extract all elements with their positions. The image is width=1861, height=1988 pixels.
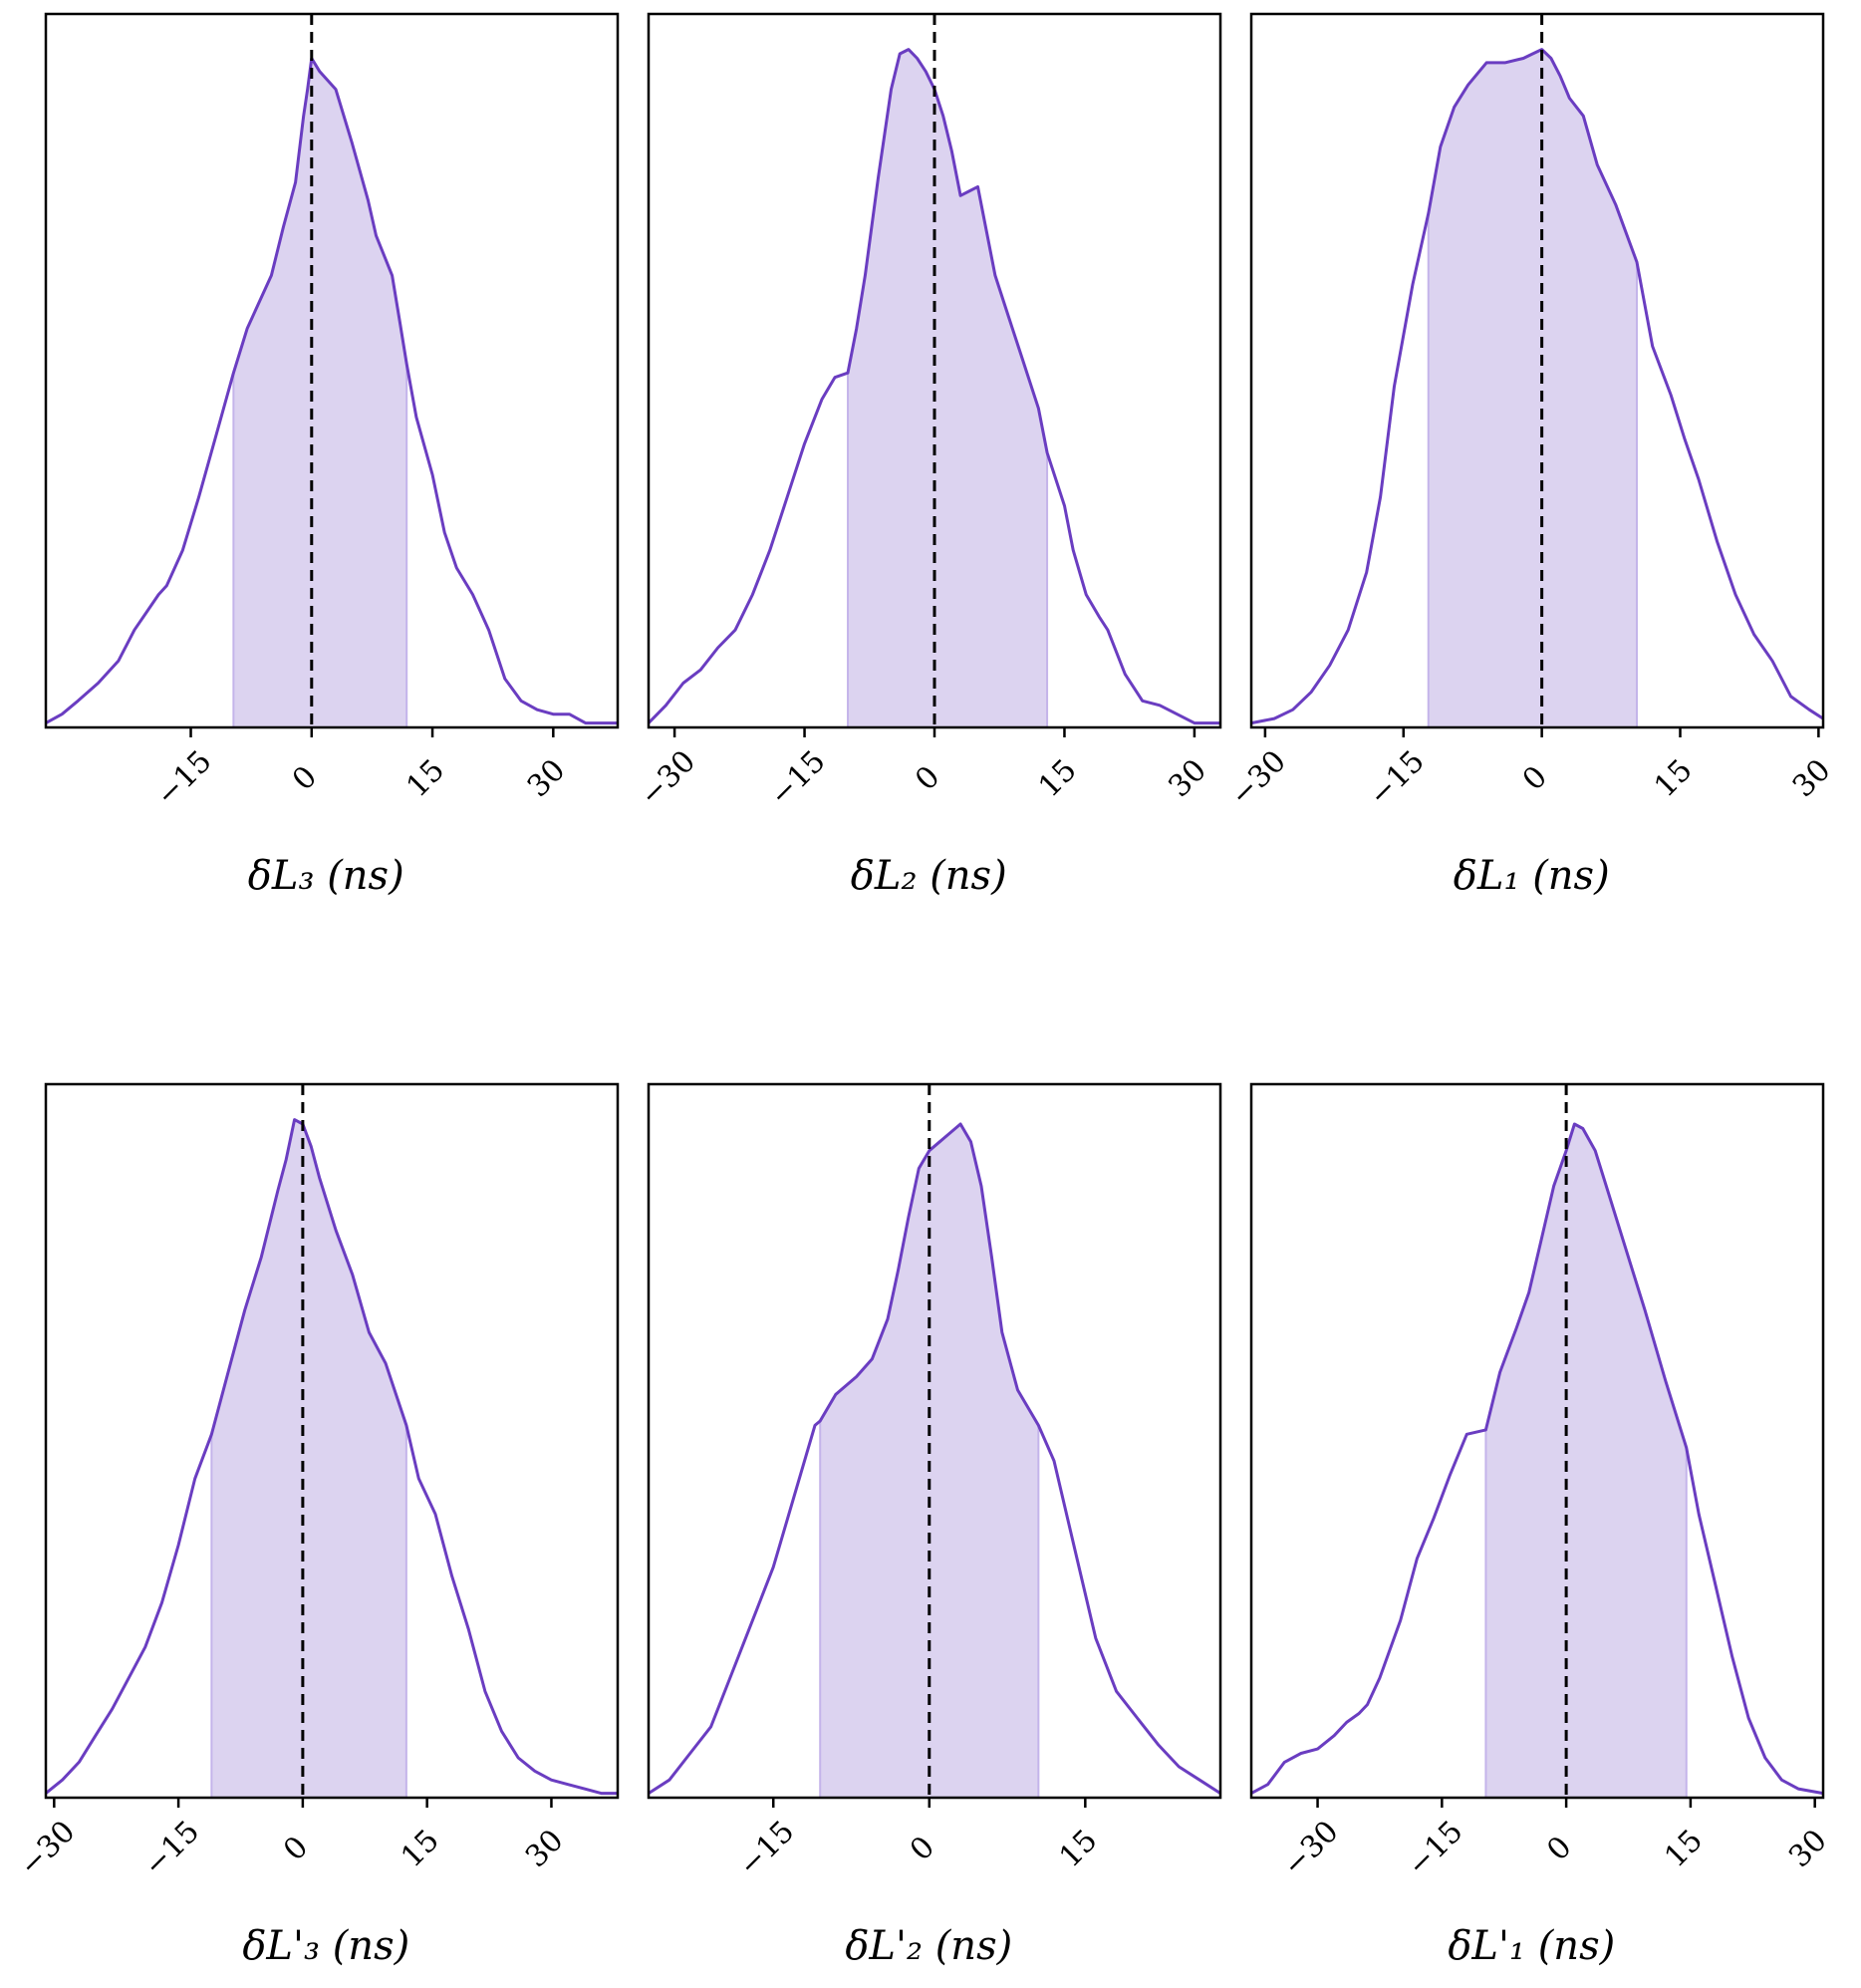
x-tick-label: 0 [1516, 759, 1554, 797]
x-tick-label: 0 [1540, 1830, 1578, 1867]
panel-dL3: −15 0 15 30 δL₃ (ns) [44, 12, 620, 899]
x-tick-label: −15 [137, 1815, 207, 1884]
x-tick-label: 15 [1053, 1823, 1105, 1874]
panel-dL2-prime: −15 0 15 δL'₂ (ns) [647, 1082, 1222, 1969]
x-tick-label: 30 [521, 752, 573, 804]
plot-frame [1249, 12, 1825, 729]
credible-interval-fill [233, 58, 407, 727]
x-tick-label: 0 [286, 759, 324, 797]
x-tick-label: 30 [1786, 752, 1838, 804]
x-axis-label: δL₂ (ns) [851, 853, 1007, 899]
density-curve [1250, 1122, 1824, 1796]
plot-frame [1249, 1082, 1825, 1800]
x-tick-label: −15 [149, 744, 219, 814]
x-axis-label: δL'₃ (ns) [242, 1923, 409, 1969]
x-tick-label: 15 [399, 752, 451, 804]
plot-frame [647, 1082, 1222, 1800]
x-tick-label: −30 [1223, 744, 1293, 814]
panel-dL1: −30 −15 0 15 30 δL₁ (ns) [1223, 12, 1838, 899]
x-tick-label: 30 [1162, 752, 1213, 804]
x-tick-label: 0 [909, 759, 946, 797]
plot-frame [44, 1082, 620, 1800]
x-tick-label: 0 [277, 1830, 315, 1867]
x-tick-label: −30 [634, 744, 703, 814]
plot-frame [44, 12, 620, 729]
x-tick-label: 30 [519, 1823, 571, 1874]
panel-dL2: −30 −15 0 15 30 δL₂ (ns) [634, 12, 1222, 899]
density-curve [45, 57, 618, 725]
panel-dL1-prime: −30 −15 0 15 30 δL'₁ (ns) [1249, 1082, 1834, 1969]
x-tick-label: −30 [13, 1815, 83, 1884]
x-tick-label: −15 [1362, 744, 1432, 814]
x-axis-label: δL₁ (ns) [1454, 853, 1610, 899]
x-axis-label: δL₃ (ns) [248, 853, 404, 899]
credible-interval-fill [848, 49, 1048, 728]
x-tick-label: 15 [395, 1823, 446, 1874]
x-axis-label: δL'₁ (ns) [1448, 1923, 1615, 1969]
density-curve [1250, 48, 1824, 725]
x-tick-label: −15 [763, 744, 833, 814]
credible-interval-fill [1428, 49, 1637, 728]
density-curve [648, 1122, 1221, 1795]
x-tick-label: 15 [1032, 752, 1084, 804]
panel-dL3-prime: −30 −15 0 15 30 δL'₃ (ns) [13, 1082, 620, 1969]
x-tick-label: −15 [1401, 1815, 1470, 1884]
credible-interval-fill [211, 1119, 406, 1798]
x-tick-label: −15 [732, 1815, 802, 1884]
density-curve [647, 48, 1220, 725]
x-tick-label: 15 [1658, 1823, 1710, 1874]
credible-interval-fill [1485, 1124, 1687, 1798]
x-tick-label: 0 [904, 1830, 941, 1867]
x-tick-label: 30 [1782, 1823, 1834, 1874]
density-curve [45, 1118, 618, 1796]
x-tick-label: −30 [1276, 1815, 1346, 1884]
x-axis-label: δL'₂ (ns) [845, 1923, 1012, 1969]
x-tick-label: 15 [1648, 752, 1700, 804]
